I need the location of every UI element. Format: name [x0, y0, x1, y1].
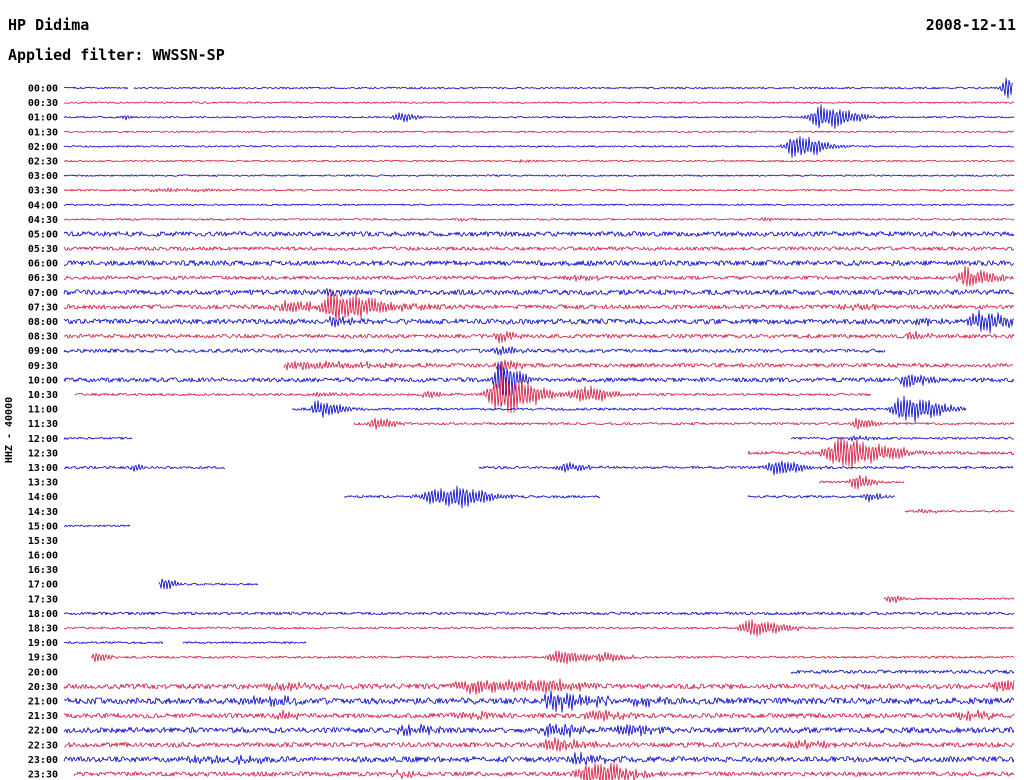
trace-row-1230: [747, 436, 1015, 470]
time-label: 07:00: [28, 288, 58, 299]
time-label: 03:30: [28, 186, 58, 197]
time-label: 18:00: [28, 609, 58, 620]
trace-row-0330: [63, 187, 1015, 193]
trace-row-0530: [63, 246, 1015, 251]
time-label: 17:30: [28, 594, 58, 605]
trace-row-1030: [74, 371, 872, 414]
trace-row-1830: [63, 619, 1015, 637]
y-axis-label: HHZ - 40000: [4, 397, 15, 463]
time-label: 23:00: [28, 755, 58, 766]
time-label: 05:30: [28, 244, 58, 255]
trace-row-1130: [353, 417, 1015, 430]
trace-row-2230: [63, 736, 1015, 752]
time-label: 16:00: [28, 551, 58, 562]
filter-label: Applied filter: WWSSN-SP: [8, 46, 225, 64]
trace-row-0030: [63, 101, 1015, 104]
trace-row-1930: [90, 650, 1015, 665]
time-label: 10:00: [28, 375, 58, 386]
time-label: 02:30: [28, 157, 58, 168]
trace-row-0900: [63, 346, 886, 356]
trace-row-2200: [63, 723, 1015, 738]
trace-row-1400: [343, 485, 896, 509]
trace-row-2100: [63, 690, 1015, 713]
time-label: 06:00: [28, 259, 58, 270]
trace-row-0230: [63, 159, 1015, 164]
station-name: HP Didima: [8, 16, 90, 34]
trace-row-2300: [63, 751, 1015, 766]
trace-row-2000: [790, 669, 1015, 674]
trace-row-0830: [63, 330, 1015, 344]
time-label: 14:30: [28, 507, 58, 518]
trace-row-1800: [63, 611, 1015, 616]
trace-row-2030: [63, 678, 1015, 695]
trace-row-0600: [63, 260, 1014, 267]
time-label: 10:30: [28, 390, 58, 401]
trace-row-2330: [73, 762, 1015, 780]
time-label: 03:00: [28, 171, 58, 182]
time-label: 19:00: [28, 638, 58, 649]
time-label: 11:00: [28, 405, 58, 416]
trace-row-1900: [63, 641, 307, 644]
time-label: 05:00: [28, 230, 58, 241]
trace-row-1000: [63, 361, 1015, 397]
time-label: 07:30: [28, 302, 58, 313]
time-label: 19:30: [28, 653, 58, 664]
trace-row-1430: [904, 508, 1015, 514]
trace-row-0500: [63, 231, 1015, 237]
time-label: 04:00: [28, 200, 58, 211]
trace-row-0730: [63, 289, 1015, 321]
trace-row-0700: [63, 288, 1015, 297]
time-label: 02:00: [28, 142, 58, 153]
time-label: 12:00: [28, 434, 58, 445]
time-label: 20:30: [28, 682, 58, 693]
trace-row-0430: [63, 217, 1015, 222]
trace-row-0300: [63, 174, 1015, 177]
trace-row-1330: [818, 475, 905, 490]
time-label: 08:30: [28, 332, 58, 343]
trace-row-0630: [63, 265, 1014, 287]
time-label: 06:30: [28, 273, 58, 284]
trace-row-1700: [158, 578, 259, 590]
time-label: 08:00: [28, 317, 58, 328]
trace-row-1730: [883, 595, 1015, 604]
time-label: 00:30: [28, 98, 58, 109]
trace-row-1200: [63, 435, 1014, 442]
time-label: 12:30: [28, 448, 58, 459]
time-label: 22:00: [28, 726, 58, 737]
time-label: 16:30: [28, 565, 58, 576]
report-date: 2008-12-11: [925, 16, 1016, 34]
trace-row-0000: [63, 77, 1014, 99]
trace-row-0400: [63, 203, 1015, 206]
time-label: 11:30: [28, 419, 58, 430]
trace-row-0200: [63, 136, 1015, 158]
time-label: 17:00: [28, 580, 58, 591]
time-label: 01:00: [28, 113, 58, 124]
trace-row-0800: [63, 309, 1015, 334]
time-label: 21:30: [28, 711, 58, 722]
time-label: 15:30: [28, 536, 58, 547]
time-label: 09:30: [28, 361, 58, 372]
trace-row-1100: [291, 395, 967, 423]
time-label: 23:30: [28, 770, 58, 780]
time-label: 04:30: [28, 215, 58, 226]
time-label: 01:30: [28, 127, 58, 138]
time-label: 20:00: [28, 667, 58, 678]
time-label: 09:00: [28, 346, 58, 357]
time-label: 13:30: [28, 478, 58, 489]
trace-row-1500: [63, 524, 131, 528]
trace-row-2130: [63, 709, 1015, 722]
trace-row-0130: [63, 130, 1015, 133]
time-label: 15:00: [28, 521, 58, 532]
time-label: 22:30: [28, 740, 58, 751]
time-label: 21:00: [28, 697, 58, 708]
time-label: 14:00: [28, 492, 58, 503]
trace-row-0930: [283, 359, 1014, 372]
trace-row-1300: [64, 460, 1014, 476]
time-label: 00:00: [28, 84, 58, 95]
time-label: 13:00: [28, 463, 58, 474]
trace-row-0100: [63, 104, 1015, 129]
time-label: 18:30: [28, 624, 58, 635]
